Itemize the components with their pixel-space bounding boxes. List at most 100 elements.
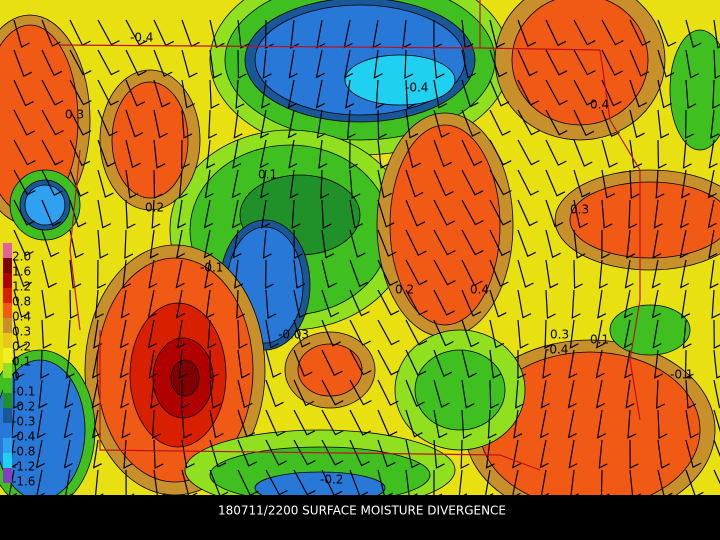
contour-label: -0.4: [130, 31, 153, 45]
wind-barb: [153, 49, 173, 77]
wind-barb: [461, 379, 475, 409]
wind-barb: [93, 319, 103, 349]
wind-barb: [125, 19, 148, 46]
wind-barb: [489, 79, 510, 107]
wind-barb: [65, 349, 75, 379]
wind-barb: [237, 49, 247, 79]
wind-barb: [97, 229, 109, 259]
wind-barb: [679, 259, 690, 289]
legend-swatch: [3, 333, 12, 348]
wind-barb: [489, 139, 512, 166]
wind-barb: [41, 109, 64, 136]
wind-barb: [237, 349, 251, 379]
wind-barb: [349, 259, 368, 288]
legend-swatch: [3, 243, 12, 258]
wind-barb: [13, 49, 33, 78]
wind-barb: [293, 409, 316, 436]
contour-region: [111, 81, 189, 199]
wind-barb: [489, 259, 509, 287]
contour-label: 0.2: [395, 283, 414, 297]
wind-barb: [595, 349, 605, 379]
wind-barb: [63, 409, 73, 439]
wind-barb: [13, 379, 23, 409]
contour-label: 0.1: [590, 333, 609, 347]
wind-barb: [293, 379, 315, 407]
caption: 180711/2200 SURFACE MOISTURE DIVERGENCE: [218, 504, 506, 518]
wind-barb: [125, 109, 144, 138]
wind-barb: [237, 409, 256, 438]
wind-barb: [293, 469, 316, 496]
wind-barb: [460, 439, 470, 469]
wind-barb: [321, 439, 344, 466]
wind-barb: [13, 169, 36, 196]
wind-barb: [405, 349, 427, 377]
wind-barb: [97, 19, 120, 46]
wind-barb: [542, 349, 552, 379]
wind-barb: [573, 229, 586, 259]
wind-barb: [321, 259, 337, 289]
wind-barb: [321, 199, 332, 229]
wind-barb: [120, 289, 130, 319]
wind-barb: [601, 109, 620, 138]
wind-barb: [377, 199, 395, 228]
wind-barb: [13, 349, 25, 379]
wind-barb: [237, 19, 250, 49]
wind-barb: [626, 229, 636, 259]
wind-barb: [489, 109, 511, 136]
wind-barb: [290, 19, 300, 49]
wind-barb: [629, 169, 640, 199]
wind-barb: [97, 49, 120, 76]
wind-barb: [433, 319, 454, 347]
contour-label: -0.1: [670, 368, 693, 382]
wind-barb: [517, 19, 537, 48]
legend-label: -0.2: [12, 400, 35, 414]
wind-barb: [349, 169, 361, 199]
wind-barb: [231, 199, 241, 229]
wind-barb: [265, 409, 286, 437]
wind-barb: [517, 289, 532, 319]
wind-barb: [259, 169, 270, 199]
wind-barb: [13, 229, 34, 257]
wind-barb: [69, 139, 91, 167]
wind-barb: [568, 349, 578, 379]
wind-barb: [318, 139, 328, 169]
wind-barb: [209, 439, 227, 468]
wind-barb: [461, 319, 480, 348]
wind-barb: [321, 379, 344, 406]
wind-barb: [461, 79, 479, 108]
wind-barb: [40, 349, 50, 379]
wind-barb: [123, 439, 133, 469]
wind-barb: [180, 379, 190, 409]
wind-barb: [147, 319, 157, 349]
contour-label: -0.2: [320, 473, 343, 487]
wind-barb: [433, 409, 448, 439]
wind-barb: [97, 199, 112, 229]
wind-barb: [181, 79, 195, 109]
wind-barb: [573, 109, 595, 137]
wind-barb: [513, 409, 523, 439]
wind-barb: [265, 319, 279, 349]
wind-barb: [67, 319, 77, 349]
wind-barb: [316, 109, 326, 139]
wind-barb: [41, 169, 63, 196]
wind-barb: [41, 319, 52, 349]
wind-barb: [377, 139, 390, 169]
wind-barb: [91, 409, 101, 439]
contour-label: 0.3: [65, 108, 84, 122]
contour-label: -0.4: [545, 343, 568, 357]
legend-label: 0.8: [12, 295, 31, 309]
wind-barb: [596, 409, 606, 439]
wind-barb: [178, 169, 188, 199]
wind-barb: [652, 319, 662, 349]
wind-barb: [629, 439, 639, 469]
wind-barb: [433, 139, 452, 168]
wind-barb: [629, 79, 648, 108]
wind-barb: [259, 139, 269, 169]
wind-barb: [545, 139, 567, 166]
legend-label: -1.6: [12, 475, 35, 489]
contour-label: 0.1: [258, 168, 277, 182]
wind-barb: [682, 319, 692, 349]
wind-barb: [64, 379, 74, 409]
contour-region: [414, 349, 506, 431]
wind-barb: [713, 349, 720, 379]
